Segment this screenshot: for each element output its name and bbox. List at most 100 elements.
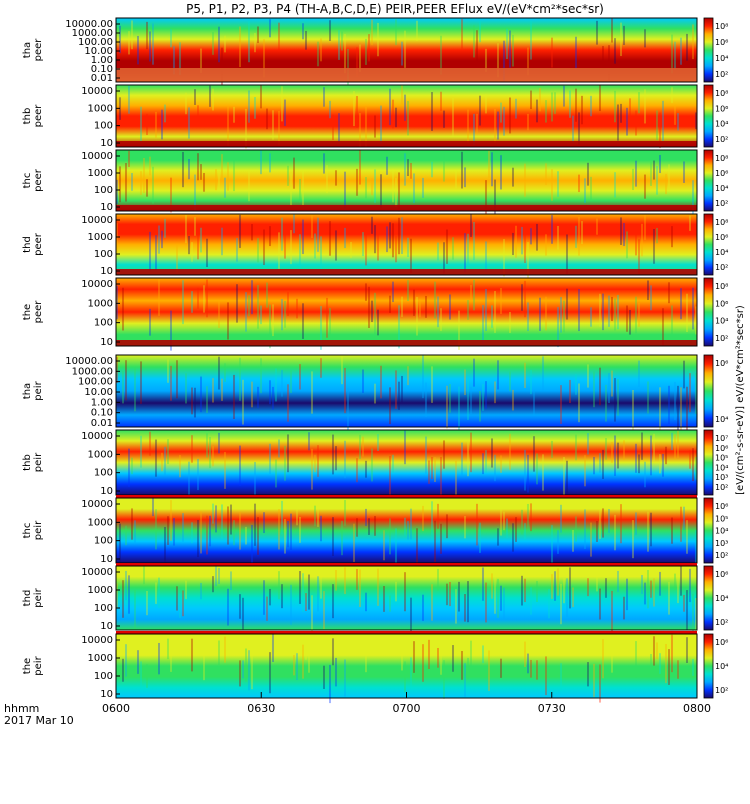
texture-stripe bbox=[674, 381, 676, 420]
texture-stripe bbox=[659, 454, 661, 474]
texture-stripe bbox=[350, 241, 352, 258]
y-tick-label: 1.00 bbox=[91, 397, 113, 408]
texture-stripe bbox=[602, 293, 604, 331]
texture-stripe bbox=[572, 587, 574, 608]
texture-stripe bbox=[203, 645, 205, 681]
texture-stripe bbox=[683, 506, 685, 530]
texture-stripe bbox=[188, 159, 190, 180]
texture-stripe bbox=[521, 509, 523, 535]
texture-stripe bbox=[404, 517, 406, 536]
texture-stripe bbox=[212, 378, 214, 403]
texture-stripe bbox=[560, 504, 562, 533]
texture-stripe bbox=[599, 453, 601, 473]
texture-stripe bbox=[269, 652, 271, 694]
texture-stripe bbox=[272, 110, 274, 140]
texture-stripe bbox=[362, 369, 364, 393]
texture-stripe bbox=[128, 575, 130, 614]
y-tick-label: 10.00 bbox=[84, 387, 113, 398]
texture-stripe bbox=[125, 525, 127, 546]
texture-stripe bbox=[332, 434, 334, 475]
texture-stripe bbox=[125, 570, 127, 601]
y-tick-label: 1000 bbox=[88, 103, 113, 114]
colorbar-tick-label: 10⁴ bbox=[715, 415, 728, 424]
texture-stripe bbox=[581, 95, 583, 125]
texture-stripe bbox=[647, 381, 649, 414]
texture-stripe bbox=[467, 657, 469, 680]
texture-stripe bbox=[308, 432, 310, 451]
texture-stripe bbox=[560, 583, 562, 625]
texture-stripe bbox=[470, 214, 472, 237]
texture-stripe bbox=[485, 48, 487, 72]
texture-stripe bbox=[329, 308, 331, 340]
texture-stripe bbox=[638, 92, 640, 114]
texture-stripe bbox=[245, 526, 247, 545]
texture-stripe bbox=[431, 501, 433, 540]
colorbar bbox=[703, 633, 714, 699]
texture-stripe bbox=[293, 157, 295, 189]
spectrogram-image bbox=[116, 214, 697, 275]
texture-stripe bbox=[512, 34, 514, 67]
texture-stripe bbox=[407, 159, 409, 177]
spectrogram-texture bbox=[119, 85, 697, 149]
texture-stripe bbox=[329, 100, 331, 119]
y-tick-label: 10000.00 bbox=[65, 356, 113, 367]
spectrogram-image bbox=[116, 430, 697, 495]
texture-stripe bbox=[233, 374, 235, 420]
texture-stripe bbox=[536, 580, 538, 602]
texture-stripe bbox=[242, 379, 244, 425]
texture-stripe bbox=[413, 289, 415, 316]
texture-stripe bbox=[302, 573, 304, 613]
texture-stripe bbox=[380, 105, 382, 144]
spectrogram-texture bbox=[116, 150, 694, 219]
texture-stripe bbox=[596, 20, 598, 45]
texture-stripe bbox=[341, 520, 343, 556]
texture-stripe bbox=[239, 26, 241, 68]
texture-stripe bbox=[260, 358, 262, 394]
texture-stripe bbox=[272, 304, 274, 337]
texture-stripe bbox=[374, 225, 376, 254]
y-tick-label: 1000 bbox=[88, 232, 113, 243]
texture-stripe bbox=[551, 440, 553, 458]
y-tick-label: 10 bbox=[100, 621, 113, 632]
texture-stripe bbox=[140, 435, 142, 468]
texture-stripe bbox=[374, 515, 376, 536]
texture-stripe bbox=[440, 456, 442, 499]
texture-stripe bbox=[188, 461, 190, 502]
texture-stripe bbox=[116, 285, 118, 320]
texture-stripe bbox=[374, 383, 376, 404]
panel-product-label: peir bbox=[33, 380, 44, 400]
texture-stripe bbox=[149, 156, 151, 176]
texture-stripe bbox=[152, 23, 154, 65]
texture-stripe bbox=[167, 638, 169, 660]
texture-stripe bbox=[467, 109, 469, 143]
texture-stripe bbox=[674, 104, 676, 125]
texture-stripe bbox=[455, 460, 457, 498]
texture-stripe bbox=[329, 20, 331, 41]
texture-stripe bbox=[599, 85, 601, 112]
texture-stripe bbox=[431, 161, 433, 178]
panel-probe-label: thc bbox=[22, 173, 33, 189]
texture-stripe bbox=[467, 233, 469, 265]
texture-stripe bbox=[509, 371, 511, 392]
texture-stripe bbox=[626, 578, 628, 611]
texture-stripe bbox=[200, 227, 202, 253]
texture-stripe bbox=[515, 98, 517, 119]
texture-stripe bbox=[194, 174, 196, 210]
panel-frame bbox=[115, 17, 698, 83]
texture-stripe bbox=[620, 217, 622, 245]
texture-stripe bbox=[530, 20, 532, 60]
figure-title: P5, P1, P2, P3, P4 (TH-A,B,C,D,E) PEIR,P… bbox=[186, 2, 604, 16]
texture-stripe bbox=[269, 226, 271, 247]
texture-stripe bbox=[428, 639, 430, 670]
panel-thc-peir: 10000 1000 100 10 thc peir 10⁶ 10⁵ 10⁴ 10³ 10² bbox=[22, 495, 728, 570]
colorbar-tick-label: 10⁴ bbox=[715, 54, 728, 63]
texture-stripe bbox=[410, 508, 412, 540]
spectrogram-texture bbox=[119, 18, 694, 88]
texture-stripe bbox=[248, 650, 250, 691]
texture-stripe bbox=[305, 30, 307, 50]
y-tick-label: 10 bbox=[100, 138, 113, 149]
panel-product-label: peir bbox=[33, 452, 44, 472]
texture-stripe bbox=[440, 308, 442, 331]
y-tick-label: 1000 bbox=[88, 298, 113, 309]
texture-stripe bbox=[179, 42, 181, 75]
